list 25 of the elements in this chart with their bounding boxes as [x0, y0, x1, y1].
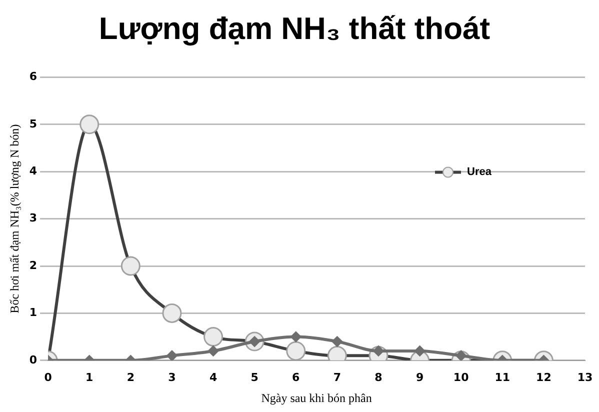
x-tick-label: 0 — [44, 370, 52, 384]
x-tick-label: 4 — [209, 370, 218, 384]
x-tick-label: 7 — [333, 370, 342, 384]
x-tick-label: 10 — [453, 370, 470, 384]
chart-title: Lượng đạm NH₃ thất thoát — [98, 11, 490, 46]
legend-label: Urea — [467, 166, 492, 178]
x-tick-label: 11 — [494, 370, 510, 384]
y-axis-title: Bốc hơi mất đạm NH₃(% lượng N bón) — [7, 124, 22, 314]
x-tick-label: 2 — [126, 370, 134, 384]
x-tick-label: 12 — [536, 370, 552, 384]
x-axis-title: Ngày sau khi bón phân — [261, 390, 372, 405]
x-tick-label: 8 — [374, 370, 382, 384]
y-tick-label: 2 — [29, 258, 38, 272]
x-tick-label: 1 — [86, 370, 94, 384]
x-tick-label: 13 — [577, 370, 593, 384]
x-tick-label: 6 — [292, 370, 300, 384]
y-tick-label: 1 — [29, 306, 38, 320]
y-tick-label: 6 — [29, 70, 38, 84]
x-tick-label: 9 — [416, 370, 424, 384]
x-tick-label: 3 — [168, 370, 176, 384]
y-tick-label: 4 — [29, 164, 38, 178]
y-tick-label: 5 — [29, 117, 38, 130]
y-tick-label: 0 — [29, 353, 38, 366]
y-tick-label: 3 — [29, 212, 38, 225]
x-tick-label: 5 — [250, 370, 258, 384]
